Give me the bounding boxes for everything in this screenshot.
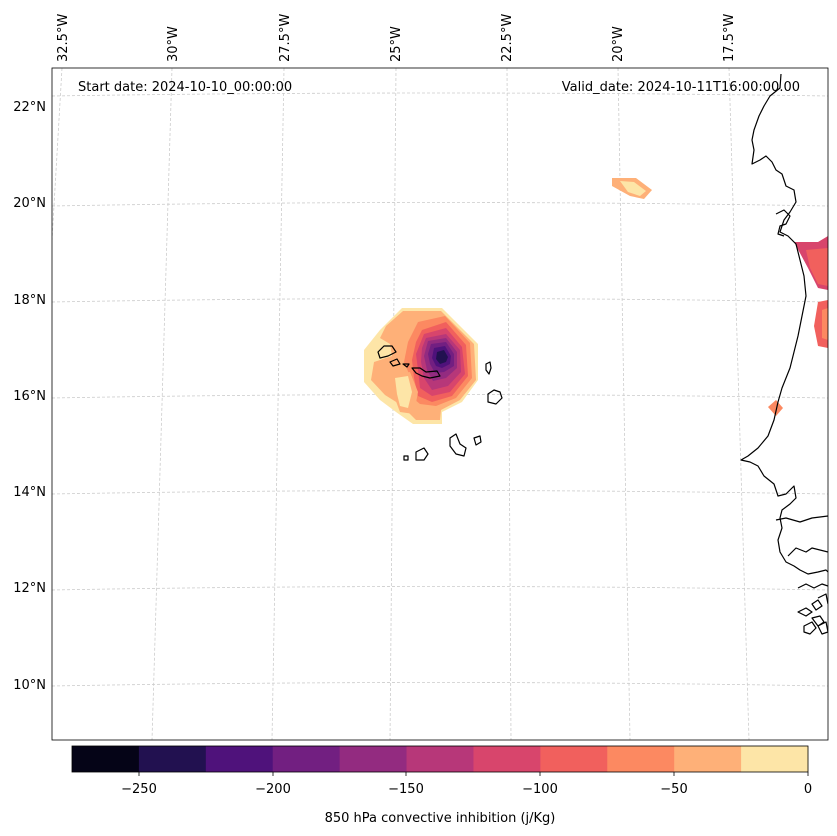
- island-sao-nicolau: [411, 367, 441, 379]
- cin-patch-coast-south: [768, 400, 783, 416]
- gridline-lat-18n: [52, 298, 828, 303]
- cin-contours-coast: [768, 236, 828, 416]
- lat-label-10n: 10°N: [13, 678, 46, 693]
- lat-label-22n: 22°N: [13, 100, 46, 115]
- gridline-lon-22-5w: [506, 68, 512, 740]
- cin-contours-north: [612, 178, 652, 199]
- island-boa-vista: [487, 389, 503, 405]
- colorbar-frame: [71, 745, 809, 773]
- colorbar-tick-label: −250: [121, 782, 157, 797]
- colorbar-tick-label: −150: [388, 782, 424, 797]
- colorbar-ticks: [138, 772, 809, 776]
- colorbar-bin: [473, 746, 541, 772]
- gridline-lat-16n: [52, 394, 828, 399]
- gridline-lon-32-5w: [52, 68, 63, 241]
- gridline-lon-27-5w: [271, 68, 285, 740]
- coast-inlet-north: [775, 209, 791, 237]
- colorbar-tick-label: 0: [804, 782, 812, 797]
- island-santa-luzia: [402, 363, 410, 368]
- colorbar-label: 850 hPa convective inhibition (j/Kg): [325, 811, 556, 826]
- lon-label-25w: 25°W: [389, 26, 404, 62]
- gridline-lon-30w: [151, 68, 173, 740]
- longitude-labels: 32.5°W 30°W 27.5°W 25°W 22.5°W 20°W 17.5…: [56, 14, 737, 62]
- coast-bissau: [775, 515, 828, 523]
- lat-label-20n: 20°N: [13, 196, 46, 211]
- lon-label-30w: 30°W: [166, 26, 181, 62]
- colorbar-bin: [540, 746, 608, 772]
- colorbar-bin: [205, 746, 274, 772]
- island-fogo: [415, 447, 429, 461]
- valid-date-label: Valid_date: 2024-10-11T16:00:00.00: [562, 80, 800, 95]
- lon-label-20w: 20°W: [611, 26, 626, 62]
- map-frame: [51, 67, 829, 741]
- africa-coastline: [740, 73, 828, 575]
- lat-label-12n: 12°N: [13, 581, 46, 596]
- coast-guinea: [787, 547, 828, 605]
- colorbar-bin: [272, 746, 341, 772]
- gridlines: [52, 68, 828, 740]
- colorbar-bins: [72, 746, 809, 772]
- gridline-lon-17-5w: [728, 68, 750, 740]
- colorbar-bin: [138, 746, 207, 772]
- colorbar-bin: [607, 746, 675, 772]
- lat-label-16n: 16°N: [13, 389, 46, 404]
- colorbar-bin: [406, 746, 474, 772]
- cin-patch-coast-mid-inner: [822, 308, 828, 340]
- colorbar-bin: [741, 746, 809, 772]
- gridline-lat-20n: [52, 202, 828, 207]
- colorbar-tick-label: −50: [660, 782, 687, 797]
- lon-label-32-5w: 32.5°W: [56, 14, 71, 62]
- coastlines: [377, 73, 828, 635]
- start-date-label: Start date: 2024-10-10_00:00:00: [78, 80, 292, 95]
- lon-label-17-5w: 17.5°W: [722, 14, 737, 62]
- coast-guinea-islands: [797, 599, 828, 635]
- island-brava: [403, 455, 409, 461]
- gridline-lat-10n: [52, 682, 828, 687]
- gridline-lat-14n: [52, 490, 828, 495]
- colorbar-tick-label: −200: [255, 782, 291, 797]
- map-panel: Start date: 2024-10-10_00:00:00 Valid_da…: [51, 67, 829, 741]
- colorbar: −250 −200 −150 −100 −50 0 850 hPa convec…: [71, 745, 812, 826]
- colorbar-tick-labels: −250 −200 −150 −100 −50 0: [121, 782, 812, 797]
- island-sal: [485, 361, 492, 375]
- cin-patch-coast-north-inner: [806, 248, 828, 286]
- gridline-lat-22n: [52, 92, 828, 97]
- island-santo-antao: [377, 345, 397, 359]
- cin-contours-cape-verde: [364, 308, 478, 424]
- lat-label-14n: 14°N: [13, 485, 46, 500]
- latitude-labels: 22°N 20°N 18°N 16°N 14°N 12°N 10°N: [13, 100, 46, 693]
- colorbar-bin: [674, 746, 742, 772]
- cin-band-minus-250: [436, 350, 448, 364]
- island-santiago: [449, 433, 467, 457]
- lat-label-18n: 18°N: [13, 293, 46, 308]
- cin-band-light-streak-core: [395, 376, 412, 408]
- cin-patch-northeast-core: [620, 181, 646, 196]
- island-sao-vicente: [389, 358, 401, 367]
- lon-label-27-5w: 27.5°W: [278, 14, 293, 62]
- colorbar-bin: [72, 746, 140, 772]
- gridline-lon-20w: [617, 68, 631, 740]
- gridline-lat-12n: [52, 586, 828, 591]
- colorbar-tick-label: −100: [522, 782, 558, 797]
- colorbar-bin: [339, 746, 408, 772]
- island-maio: [473, 435, 482, 446]
- lon-label-22-5w: 22.5°W: [500, 14, 515, 62]
